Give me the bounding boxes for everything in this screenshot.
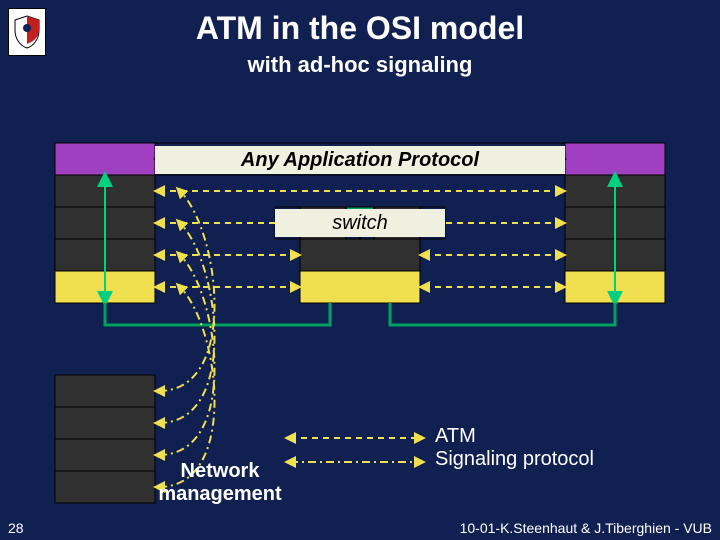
- atm-signaling-label: ATM Signaling protocol: [435, 425, 695, 471]
- slide-number: 28: [8, 520, 24, 536]
- switch-label: switch: [275, 209, 445, 237]
- slide-footer: 10-01-K.Steenhaut & J.Tiberghien - VUB: [460, 520, 712, 536]
- network-mgmt-label: Network management: [130, 460, 310, 506]
- app-protocol-label: Any Application Protocol: [155, 146, 565, 174]
